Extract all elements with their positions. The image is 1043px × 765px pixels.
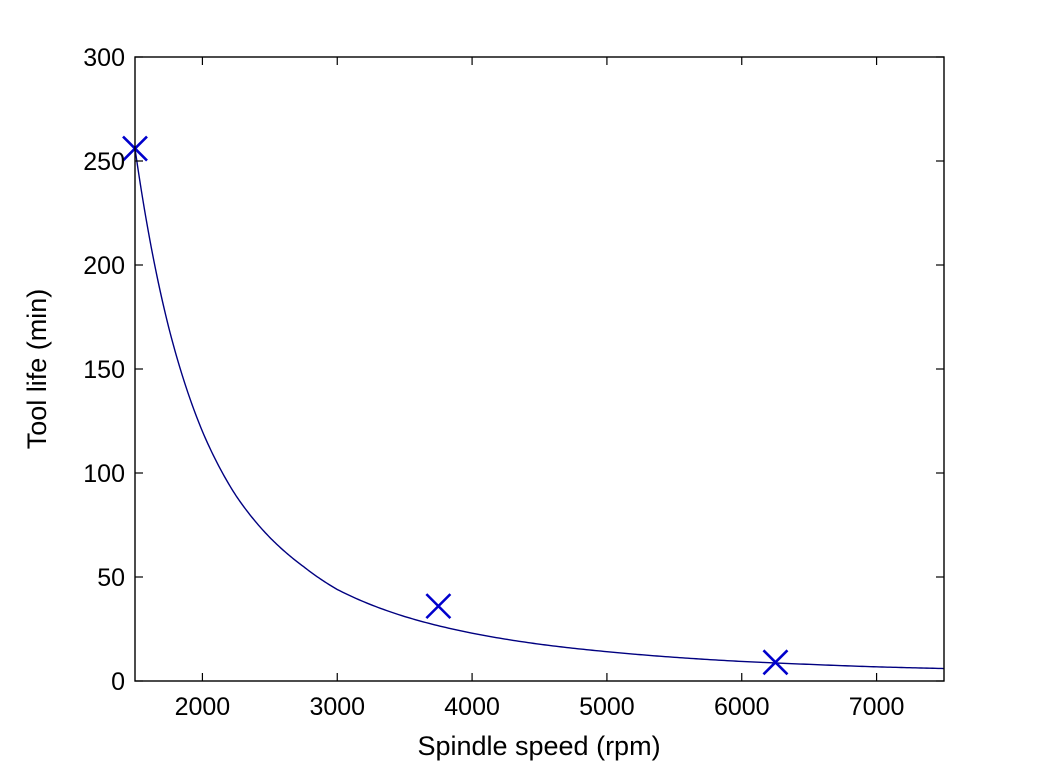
x-tick-label: 7000 — [849, 693, 905, 721]
y-tick-label: 200 — [83, 252, 125, 280]
x-axis-ticks: 2000 3000 4000 5000 6000 7000 — [175, 57, 905, 721]
data-point-marker — [762, 649, 789, 676]
y-axis-ticks: 0 50 100 150 200 250 300 — [83, 44, 944, 696]
y-tick-label: 150 — [83, 356, 125, 384]
y-tick-label: 50 — [97, 564, 125, 592]
marker-stroke — [762, 649, 789, 676]
data-point-marker — [425, 593, 452, 620]
x-tick-label: 5000 — [579, 693, 635, 721]
y-axis-label: Tool life (min) — [22, 289, 52, 450]
x-tick-label: 3000 — [309, 693, 365, 721]
marker-stroke — [425, 593, 452, 620]
y-tick-label: 100 — [83, 460, 125, 488]
y-tick-label: 0 — [111, 668, 125, 696]
x-tick-label: 2000 — [175, 693, 231, 721]
x-tick-label: 6000 — [714, 693, 770, 721]
y-tick-label: 250 — [83, 148, 125, 176]
y-tick-label: 300 — [83, 44, 125, 72]
x-axis-label: Spindle speed (rpm) — [417, 731, 660, 761]
x-tick-label: 4000 — [444, 693, 500, 721]
plot-area — [135, 57, 944, 681]
